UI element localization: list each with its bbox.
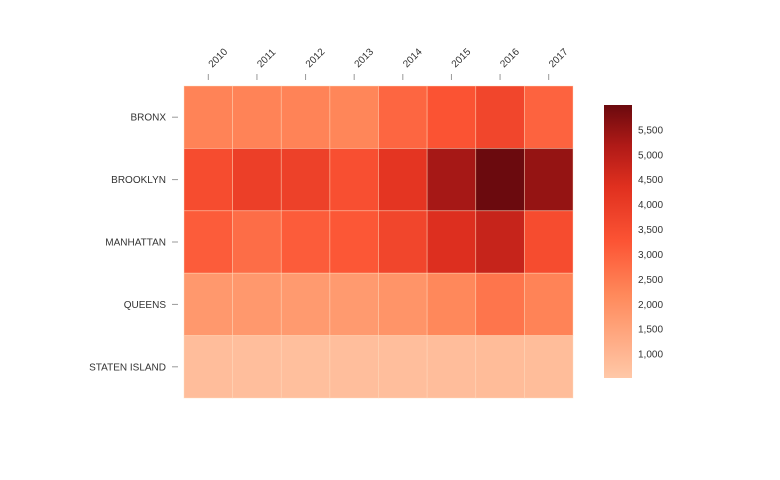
heatmap-cell[interactable] <box>426 335 477 399</box>
legend-tick-label: 2,500 <box>638 275 663 286</box>
heatmap-cell[interactable] <box>524 335 574 399</box>
heatmap-cell[interactable] <box>183 210 233 274</box>
heatmap-cell[interactable] <box>183 335 233 399</box>
color-legend <box>604 105 632 378</box>
heatmap-cell[interactable] <box>378 335 428 399</box>
heatmap-cell[interactable] <box>329 148 379 212</box>
heatmap-cell[interactable] <box>378 85 428 149</box>
heatmap-cell[interactable] <box>329 272 379 336</box>
x-tick-label: 2012 <box>304 46 328 70</box>
legend-tick-label: 3,500 <box>638 225 663 236</box>
heatmap-cell[interactable] <box>232 272 282 336</box>
heatmap-cell[interactable] <box>183 85 233 149</box>
heatmap-cell[interactable] <box>232 335 282 399</box>
heatmap-cell[interactable] <box>329 85 379 149</box>
heatmap-cell[interactable] <box>232 148 282 212</box>
x-tick-label: 2016 <box>498 46 522 70</box>
legend-tick-label: 5,000 <box>638 150 663 161</box>
heatmap-cell[interactable] <box>232 85 282 149</box>
heatmap-cell[interactable] <box>280 148 331 212</box>
heatmap-cell[interactable] <box>475 210 525 274</box>
heatmap-cell[interactable] <box>524 148 574 212</box>
legend-tick-label: 1,000 <box>638 350 663 361</box>
heatmap-cell[interactable] <box>183 148 233 212</box>
heatmap-cell[interactable] <box>524 272 574 336</box>
heatmap-cell[interactable] <box>524 85 574 149</box>
y-tick-label: BRONX <box>130 113 166 124</box>
heatmap-cell[interactable] <box>426 85 477 149</box>
heatmap-cell[interactable] <box>280 335 331 399</box>
y-tick-label: MANHATTAN <box>105 238 166 249</box>
heatmap-cell[interactable] <box>426 210 477 274</box>
x-tick-label: 2010 <box>207 46 231 70</box>
x-tick-label: 2013 <box>353 46 377 70</box>
heatmap-cell[interactable] <box>378 148 428 212</box>
legend-tick-label: 5,500 <box>638 125 663 136</box>
x-tick-label: 2011 <box>255 47 278 70</box>
heatmap-cell[interactable] <box>378 210 428 274</box>
heatmap-cell[interactable] <box>426 272 477 336</box>
heatmap-cell[interactable] <box>329 210 379 274</box>
heatmap-cell[interactable] <box>426 148 477 212</box>
heatmap-cell[interactable] <box>232 210 282 274</box>
heatmap-cell[interactable] <box>475 148 525 212</box>
legend-tick-label: 4,500 <box>638 175 663 186</box>
y-tick-label: QUEENS <box>124 300 167 311</box>
legend-tick-label: 2,000 <box>638 300 663 311</box>
heatmap-cell[interactable] <box>524 210 574 274</box>
x-tick-label: 2015 <box>450 46 474 70</box>
x-tick-label: 2014 <box>401 46 425 70</box>
heatmap-cell[interactable] <box>280 210 331 274</box>
legend-tick-label: 3,000 <box>638 250 663 261</box>
legend-tick-label: 4,000 <box>638 200 663 211</box>
heatmap-cell[interactable] <box>475 85 525 149</box>
heatmap-cell[interactable] <box>183 272 233 336</box>
y-tick-label: STATEN ISLAND <box>89 362 166 373</box>
legend-tick-label: 1,500 <box>638 325 663 336</box>
heatmap-cell[interactable] <box>475 335 525 399</box>
heatmap-cell[interactable] <box>280 85 331 149</box>
heatmap-cell[interactable] <box>378 272 428 336</box>
x-tick-label: 2017 <box>547 46 571 70</box>
heatmap-cell[interactable] <box>329 335 379 399</box>
heatmap-cell[interactable] <box>475 272 525 336</box>
heatmap-cell[interactable] <box>280 272 331 336</box>
y-tick-label: BROOKLYN <box>111 175 166 186</box>
